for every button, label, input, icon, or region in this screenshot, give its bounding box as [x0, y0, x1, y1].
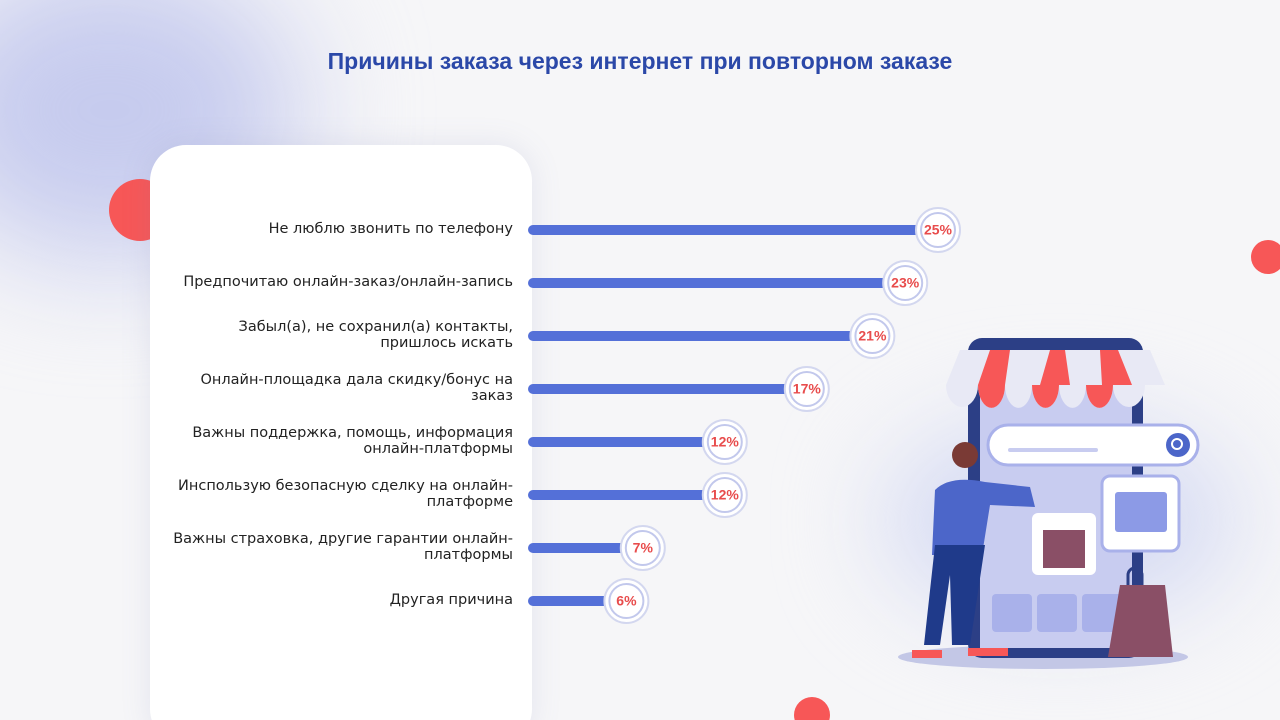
illustration	[898, 338, 1200, 669]
value-label: 7%	[633, 540, 654, 556]
value-label: 21%	[858, 328, 887, 344]
bar	[528, 331, 873, 341]
bar	[528, 384, 807, 394]
category-label: Не люблю звонить по телефону	[268, 221, 513, 237]
value-badge	[706, 424, 743, 460]
category-label: Предпочитаю онлайн-заказ/онлайн-запись	[183, 274, 513, 290]
value-label: 6%	[616, 593, 637, 609]
value-label: 17%	[793, 381, 822, 397]
value-badge	[920, 212, 956, 248]
value-badge	[854, 318, 891, 354]
value-label: 23%	[891, 275, 920, 291]
bar	[528, 278, 906, 288]
value-badge	[887, 265, 924, 301]
card	[150, 145, 532, 720]
category-label: Другая причина	[389, 592, 513, 608]
category-label: Инспользую безопасную сделку на онлайн-п…	[178, 478, 513, 510]
category-label: Забыл(а), не сохранил(а) контакты, пришл…	[238, 319, 513, 351]
value-badge	[706, 477, 743, 513]
bar	[528, 596, 627, 606]
decor-circle	[794, 697, 830, 720]
value-label: 25%	[924, 222, 953, 238]
bar	[528, 490, 725, 500]
chart-title: Причины заказа через интернет при повтор…	[327, 48, 953, 74]
value-badge	[608, 583, 645, 619]
bar	[528, 543, 643, 553]
value-badge	[624, 530, 661, 566]
decor-circle	[1251, 240, 1280, 274]
category-label: Онлайн-площадка дала скидку/бонус на зак…	[200, 372, 513, 404]
category-label: Важны поддержка, помощь, информация онла…	[192, 425, 513, 457]
bar	[528, 437, 725, 447]
value-label: 12%	[711, 434, 740, 450]
value-badge	[788, 371, 825, 407]
category-label: Важны страховка, другие гарантии онлайн-…	[173, 531, 513, 563]
value-label: 12%	[711, 487, 740, 503]
bar	[528, 225, 938, 235]
